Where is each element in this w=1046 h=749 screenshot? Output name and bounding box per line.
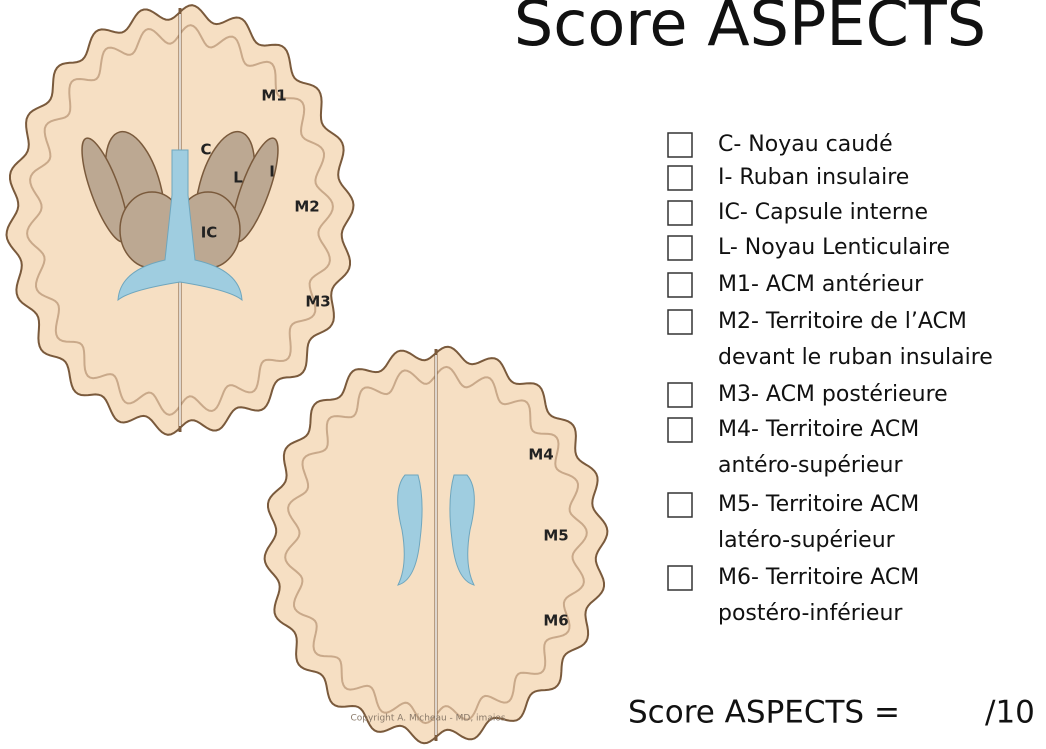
region-label: IC xyxy=(201,224,218,242)
region-label: M6 xyxy=(543,612,568,630)
region-label: M5 xyxy=(543,527,568,545)
checklist-item: M5- Territoire ACM xyxy=(718,492,919,517)
checkbox xyxy=(668,566,692,590)
score-max: /10 xyxy=(985,695,1035,731)
checklist-item: M1- ACM antérieur xyxy=(718,272,924,297)
checkbox xyxy=(668,133,692,157)
checkbox xyxy=(668,236,692,260)
checkbox xyxy=(668,273,692,297)
checkbox xyxy=(668,201,692,225)
checkbox xyxy=(668,310,692,334)
checklist-item: IC- Capsule interne xyxy=(718,200,928,225)
region-label: L xyxy=(233,169,243,187)
region-label: M3 xyxy=(305,293,330,311)
checklist-item: M3- ACM postérieure xyxy=(718,382,948,407)
title: Score ASPECTS xyxy=(514,0,986,60)
checklist-item: latéro-supérieur xyxy=(718,528,896,553)
copyright: Copyright A. Micheau - MD, imaios xyxy=(350,714,505,724)
checklist-item: postéro-inférieur xyxy=(718,601,903,626)
region-label: I xyxy=(269,163,275,181)
brain-illustrations xyxy=(7,5,608,743)
checklist: C- Noyau caudé I- Ruban insulaire IC- Caps… xyxy=(668,132,993,626)
region-label: C xyxy=(200,141,211,159)
checkbox xyxy=(668,418,692,442)
checklist-item: M6- Territoire ACM xyxy=(718,565,919,590)
region-label: M1 xyxy=(261,87,286,105)
page: {"title": "Score ASPECTS", "upper_brain"… xyxy=(0,0,1046,749)
checklist-item: M4- Territoire ACM xyxy=(718,417,919,442)
checklist-item: C- Noyau caudé xyxy=(718,132,893,157)
checklist-item: antéro-supérieur xyxy=(718,453,903,478)
region-label: M4 xyxy=(528,446,553,464)
checkbox xyxy=(668,166,692,190)
diagram: Score ASPECTS M1 C L I M2 IC M3 M4 M5 M6… xyxy=(0,0,1046,749)
score-label: Score ASPECTS = xyxy=(628,695,900,731)
checkbox xyxy=(668,493,692,517)
checklist-item: devant le ruban insulaire xyxy=(718,345,993,370)
checklist-item: I- Ruban insulaire xyxy=(718,165,909,190)
checklist-item: L- Noyau Lenticulaire xyxy=(718,235,950,260)
checklist-item: M2- Territoire de l’ACM xyxy=(718,309,967,334)
checkbox xyxy=(668,383,692,407)
region-label: M2 xyxy=(294,198,319,216)
